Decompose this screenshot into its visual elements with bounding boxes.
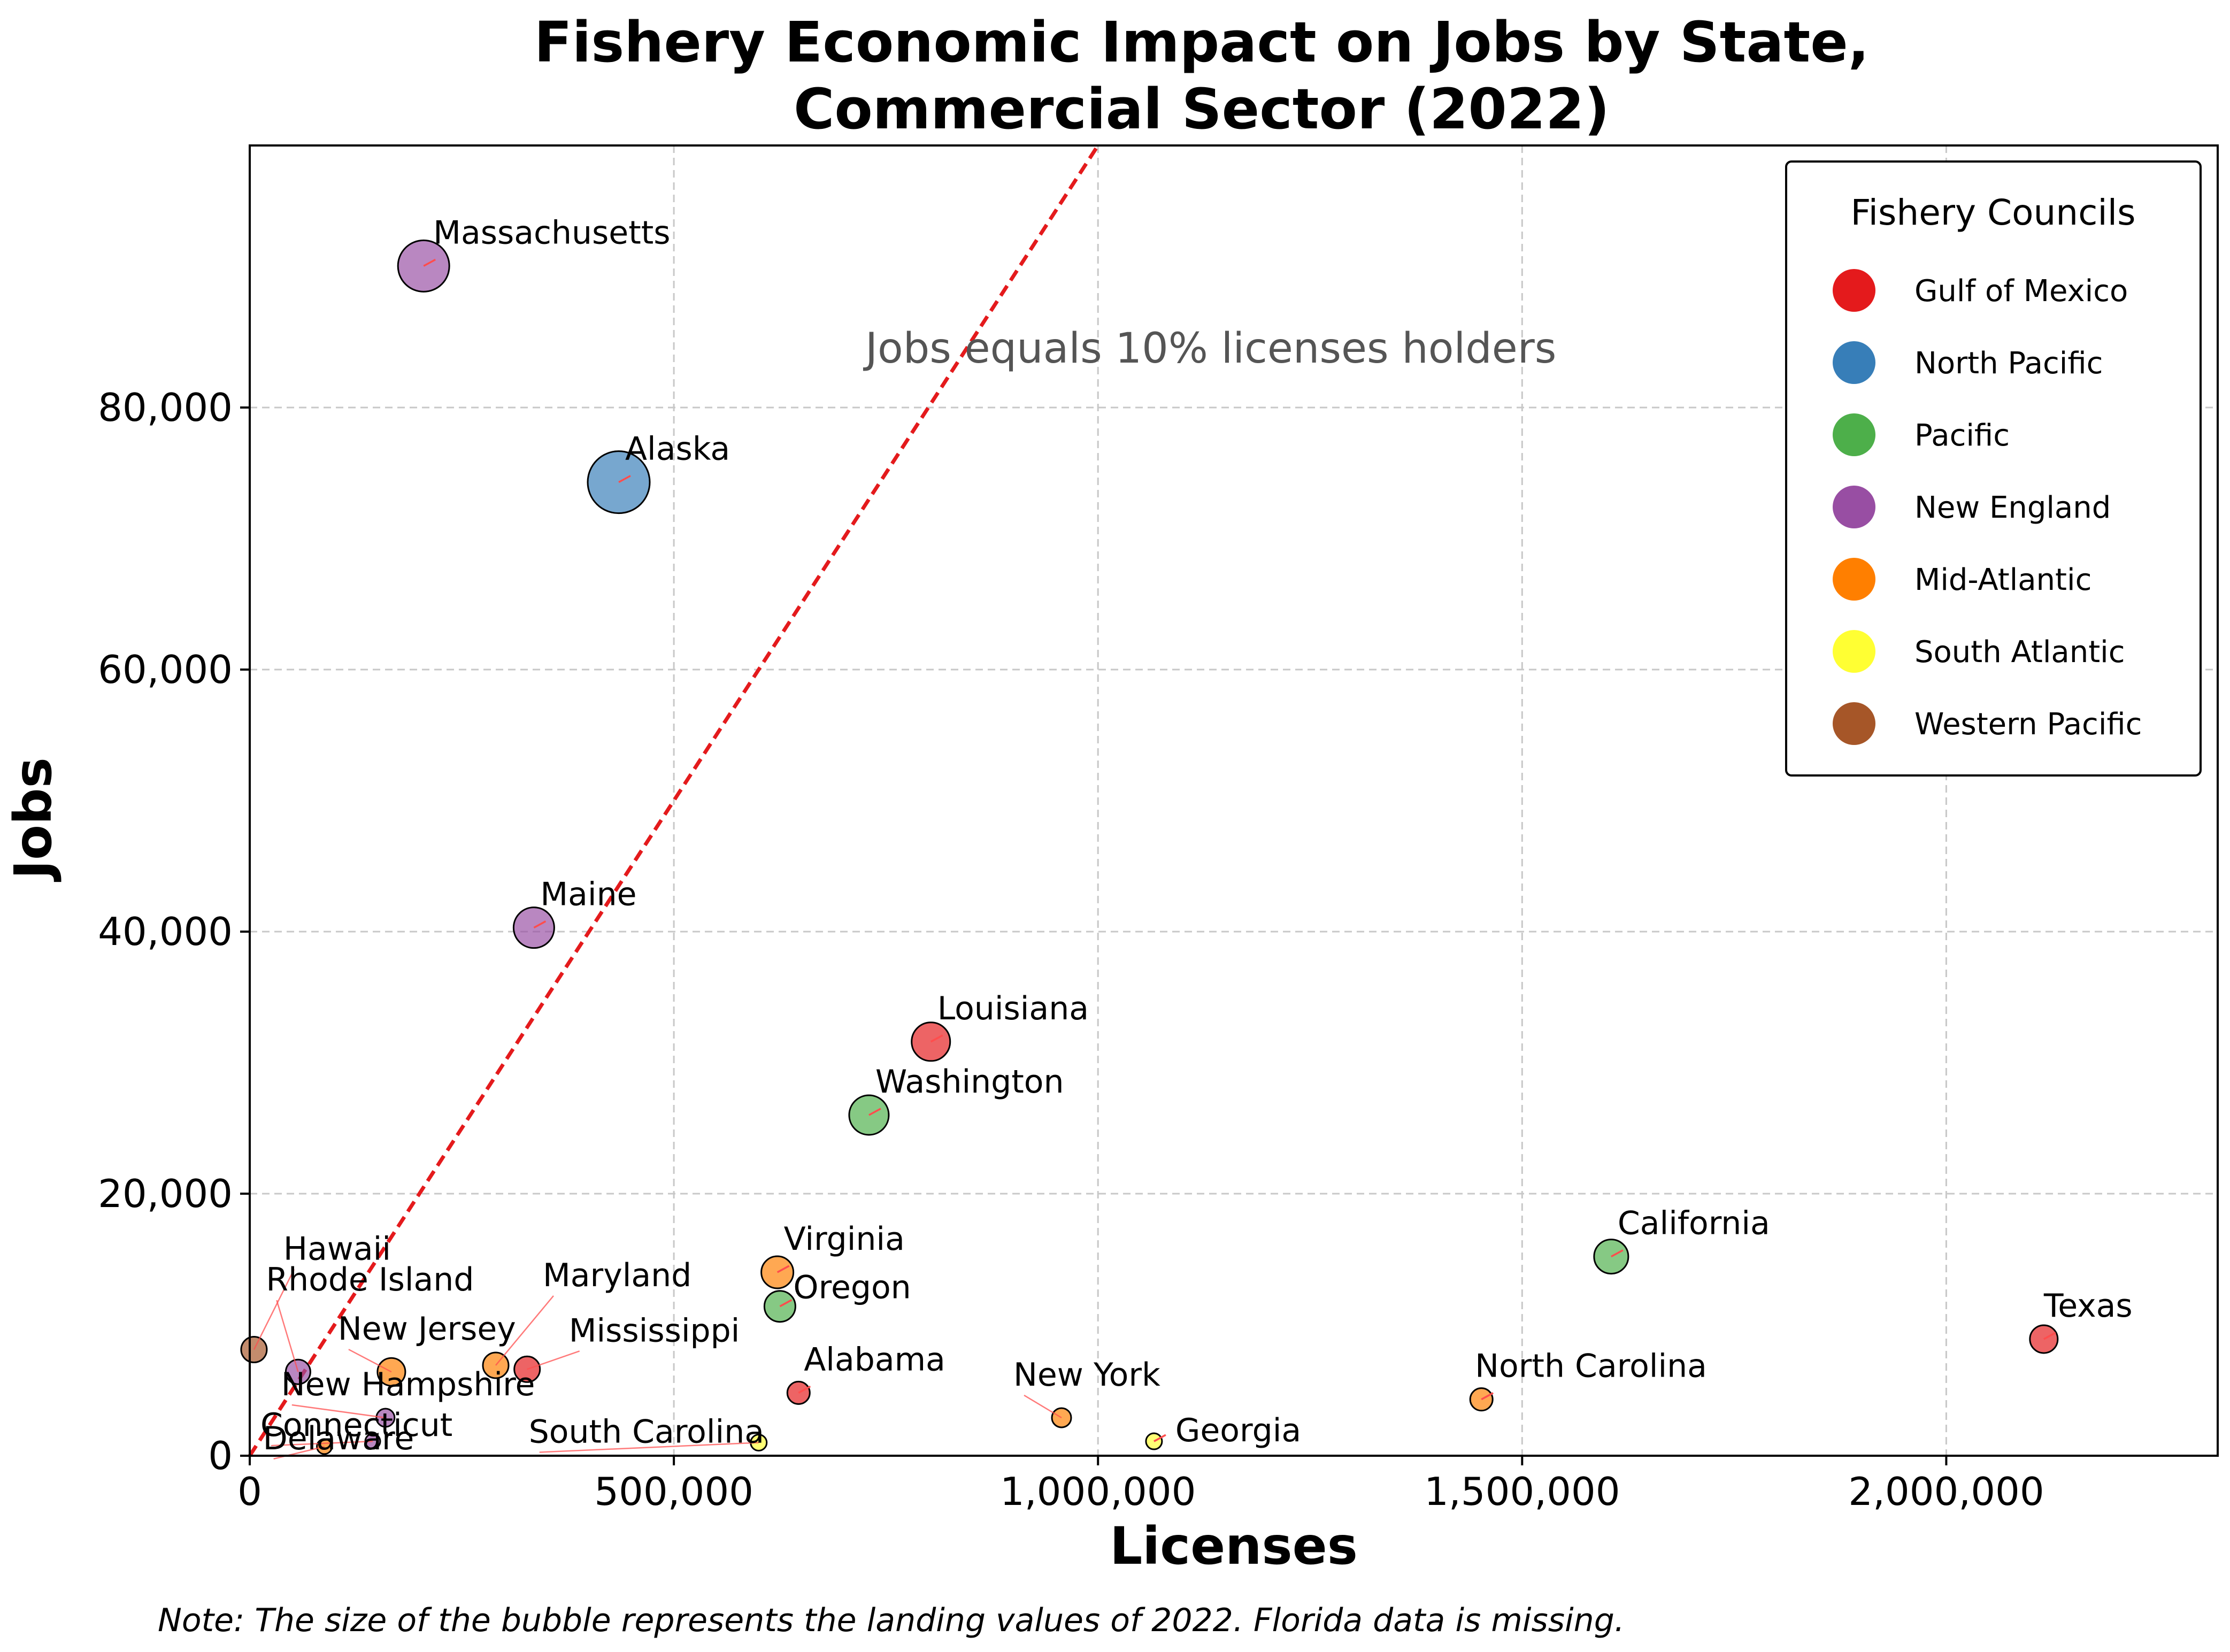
chart-title-line-1: Fishery Economic Impact on Jobs by State… bbox=[534, 10, 1870, 75]
y-axis-label: Jobs bbox=[3, 757, 63, 882]
connector-maine bbox=[533, 920, 547, 929]
y-tick-label: 40,000 bbox=[98, 909, 233, 954]
connector-california bbox=[1611, 1249, 1624, 1258]
label-oregon: Oregon bbox=[793, 1269, 911, 1307]
label-mississippi: Mississippi bbox=[569, 1312, 740, 1349]
label-washington: Washington bbox=[875, 1063, 1064, 1101]
legend-marker-north-pacific bbox=[1833, 341, 1875, 384]
legend-label-pacific: Pacific bbox=[1914, 418, 2010, 453]
footnote: Note: The size of the bubble represents … bbox=[158, 1602, 1625, 1639]
connector-alabama bbox=[798, 1385, 811, 1394]
reference-line bbox=[248, 144, 1100, 1457]
label-virginia: Virginia bbox=[784, 1220, 905, 1258]
label-louisiana: Louisiana bbox=[937, 990, 1089, 1027]
connector-mississippi bbox=[527, 1350, 580, 1370]
legend-marker-gulf-of-mexico bbox=[1833, 269, 1875, 312]
legend-marker-pacific bbox=[1833, 413, 1875, 456]
x-axis-label: Licenses bbox=[1110, 1516, 1358, 1576]
connector-oregon bbox=[779, 1299, 793, 1308]
legend-label-new-england: New England bbox=[1914, 490, 2111, 525]
legend-marker-western-pacific bbox=[1833, 702, 1875, 745]
y-tick-label: 60,000 bbox=[98, 647, 233, 692]
y-tick-label: 80,000 bbox=[98, 385, 233, 430]
x-tick-label: 2,000,000 bbox=[1848, 1469, 2044, 1514]
label-new-hampshire: New Hampshire bbox=[281, 1366, 535, 1403]
x-axis-ticks: 0 500,000 1,000,000 1,500,000 2,000,000 bbox=[237, 1456, 2044, 1514]
label-alaska: Alaska bbox=[625, 431, 730, 468]
label-alabama: Alabama bbox=[804, 1341, 945, 1378]
label-maryland: Maryland bbox=[543, 1257, 691, 1294]
connector-georgia bbox=[1154, 1434, 1166, 1442]
x-tick-label: 1,000,000 bbox=[1000, 1469, 1196, 1514]
connector-alaska bbox=[618, 475, 631, 483]
legend-label-mid-atlantic: Mid-Atlantic bbox=[1914, 563, 2091, 597]
connector-south-carolina bbox=[539, 1442, 759, 1453]
connector-delaware bbox=[273, 1446, 325, 1460]
connector-rhode-island bbox=[276, 1300, 299, 1372]
legend-label-gulf-of-mexico: Gulf of Mexico bbox=[1914, 274, 2128, 309]
label-rhode-island: Rhode Island bbox=[266, 1261, 474, 1298]
legend-box bbox=[1785, 160, 2202, 777]
x-tick-label: 500,000 bbox=[594, 1469, 753, 1514]
connector-virginia bbox=[776, 1265, 790, 1273]
connector-new-york bbox=[1024, 1394, 1062, 1419]
chart-title-line-2: Commercial Sector (2022) bbox=[794, 76, 1610, 142]
y-tick-label: 0 bbox=[208, 1433, 233, 1478]
legend-marker-south-atlantic bbox=[1833, 630, 1875, 673]
label-texas: Texas bbox=[2043, 1287, 2133, 1325]
legend-marker-new-england bbox=[1833, 486, 1875, 528]
label-connecticut: Connecticut bbox=[260, 1407, 452, 1444]
label-north-carolina: North Carolina bbox=[1475, 1348, 1707, 1385]
legend: Fishery Councils Gulf of Mexico North Pac… bbox=[1785, 160, 2202, 777]
legend-marker-mid-atlantic bbox=[1833, 558, 1875, 601]
label-massachusetts: Massachusetts bbox=[433, 214, 670, 251]
label-new-york: New York bbox=[1013, 1356, 1160, 1394]
label-connectors bbox=[253, 258, 2056, 1460]
connector-texas bbox=[2043, 1332, 2056, 1340]
legend-label-south-atlantic: South Atlantic bbox=[1914, 635, 2125, 670]
legend-entries: Gulf of Mexico North Pacific Pacific New En… bbox=[1833, 269, 2142, 745]
connector-massachusetts bbox=[423, 258, 436, 267]
legend-label-north-pacific: North Pacific bbox=[1914, 346, 2103, 381]
reference-line-group bbox=[248, 144, 1100, 1457]
label-south-carolina: South Carolina bbox=[529, 1413, 764, 1451]
x-tick-label: 0 bbox=[237, 1469, 262, 1514]
label-maine: Maine bbox=[540, 876, 636, 913]
reference-line-label: Jobs equals 10% licenses holders bbox=[863, 325, 1556, 373]
label-new-jersey: New Jersey bbox=[338, 1310, 516, 1348]
label-georgia: Georgia bbox=[1175, 1412, 1301, 1449]
connector-hawaii bbox=[253, 1269, 295, 1350]
bubble-labels: Massachusetts Alaska Maine Louisiana Washing… bbox=[260, 214, 2133, 1457]
connector-louisiana bbox=[930, 1034, 943, 1043]
legend-title: Fishery Councils bbox=[1851, 192, 2136, 233]
plot-area-frame bbox=[249, 144, 2219, 1457]
connector-maryland bbox=[495, 1295, 554, 1366]
connector-new-hampshire bbox=[291, 1404, 386, 1419]
connector-washington bbox=[868, 1108, 881, 1116]
connector-connecticut bbox=[271, 1440, 373, 1447]
connector-north-carolina bbox=[1481, 1392, 1494, 1401]
legend-label-western-pacific: Western Pacific bbox=[1914, 707, 2142, 742]
label-delaware: Delaware bbox=[263, 1420, 414, 1457]
connector-new-jersey bbox=[348, 1349, 392, 1373]
label-hawaii: Hawaii bbox=[283, 1231, 391, 1268]
y-axis-ticks: 0 20,000 40,000 60,000 80,000 bbox=[98, 385, 250, 1478]
y-tick-label: 20,000 bbox=[98, 1171, 233, 1216]
label-california: California bbox=[1618, 1205, 1770, 1242]
x-tick-label: 1,500,000 bbox=[1424, 1469, 1620, 1514]
